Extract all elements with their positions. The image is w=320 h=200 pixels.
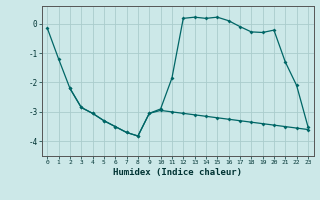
- X-axis label: Humidex (Indice chaleur): Humidex (Indice chaleur): [113, 168, 242, 177]
